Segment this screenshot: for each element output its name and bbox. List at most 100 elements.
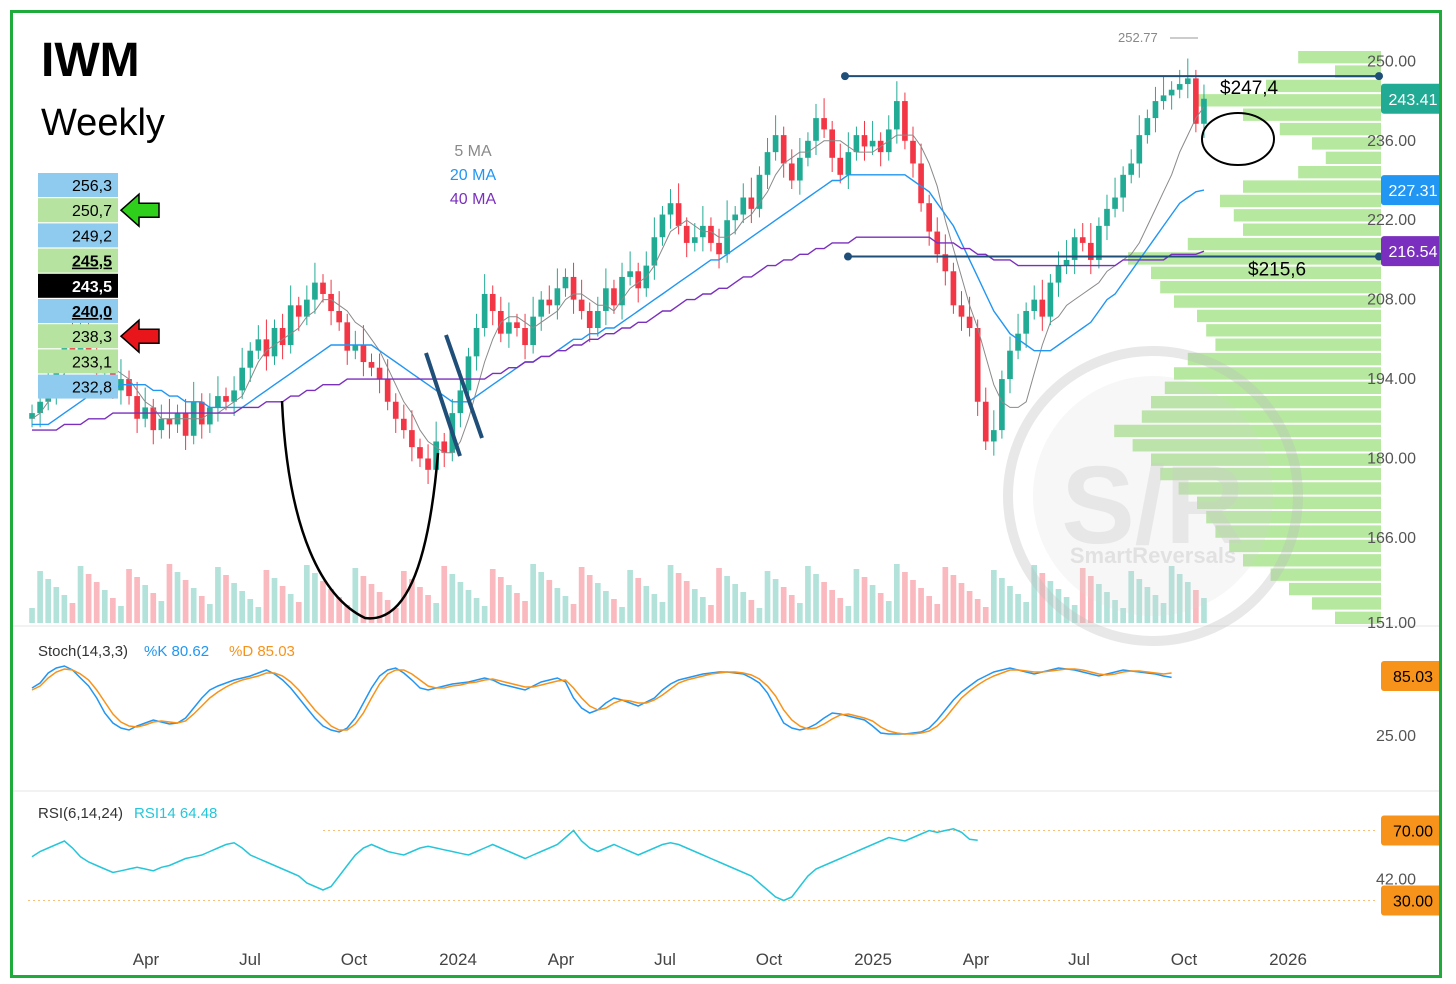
resistance-line-endpoint: [841, 72, 849, 81]
candle-body: [780, 135, 787, 164]
volume-bar: [724, 576, 730, 623]
volume-profile-bar: [1325, 151, 1381, 164]
candle-body: [950, 271, 957, 306]
volume-bar: [1087, 576, 1094, 623]
candle-body: [247, 350, 254, 368]
candle-body: [1176, 84, 1183, 90]
rsi-axis-tick: 42.00: [1376, 872, 1416, 889]
candle-body: [1079, 237, 1086, 243]
candle-body: [1096, 225, 1102, 260]
volume-profile-bar: [1174, 367, 1381, 380]
volume-bar: [1112, 600, 1118, 623]
time-axis-tick: Jul: [239, 950, 261, 969]
volume-profile-bar: [1206, 324, 1381, 337]
stoch-k-label: %K 80.62: [144, 643, 209, 660]
volume-bar: [578, 567, 585, 623]
volume-bar: [1160, 603, 1167, 623]
time-axis-tick: Apr: [548, 950, 575, 969]
candle-body: [586, 310, 593, 328]
candle-body: [1184, 78, 1191, 85]
volume-bar: [142, 585, 149, 623]
levels-table-row: [38, 273, 118, 298]
price-badge: [1381, 175, 1439, 206]
volume-bar: [239, 591, 246, 623]
volume-bar: [93, 582, 100, 623]
candle-body: [958, 305, 965, 317]
candle-body: [918, 163, 924, 204]
volume-bar: [821, 582, 827, 623]
volume-profile-bar: [1289, 582, 1381, 596]
volume-bar: [700, 597, 706, 623]
candle-body: [1023, 310, 1029, 334]
price-axis-tick: 194.00: [1367, 371, 1416, 388]
price-badge-text: 227.31: [1389, 183, 1438, 200]
volume-bar: [1079, 568, 1086, 623]
watermark-disc: [1033, 376, 1273, 616]
volume-bar: [902, 572, 908, 623]
ma-legend-item: 5 MA: [454, 143, 492, 160]
volume-bar: [279, 586, 286, 623]
ma40-line: [32, 236, 1205, 431]
volume-bar: [53, 587, 60, 623]
volume-bar: [1071, 605, 1078, 623]
time-axis-tick: Oct: [756, 950, 783, 969]
volume-profile-bar: [1114, 424, 1381, 438]
volume-bar: [110, 598, 116, 623]
volume-bar: [635, 578, 642, 623]
green-arrow-left: [119, 192, 160, 228]
candle-body: [570, 276, 577, 300]
rsi-badge-text: 70.00: [1393, 824, 1433, 841]
rsi-label: RSI(6,14,24): [38, 805, 123, 822]
candle-body: [215, 396, 221, 408]
volume-bar: [271, 578, 278, 623]
candle-body: [433, 441, 439, 470]
levels-table-value: 238,3: [72, 329, 112, 346]
volume-bar: [101, 590, 108, 623]
time-axis-tick: Apr: [133, 950, 160, 969]
volume-bar: [29, 608, 35, 623]
price-badge-text: 216.54: [1389, 244, 1438, 261]
candle-body: [829, 129, 836, 158]
volume-bar: [312, 573, 318, 623]
candle-body: [1120, 174, 1126, 198]
watermark-ring: [1003, 346, 1303, 646]
candle-body: [683, 225, 690, 243]
volume-bar: [489, 569, 496, 623]
candle-body: [263, 339, 270, 357]
volume-bar: [368, 584, 375, 623]
volume-bar: [958, 583, 965, 623]
candle-body: [966, 316, 973, 328]
volume-bar: [514, 593, 520, 623]
volume-bar: [594, 583, 601, 623]
volume-bar: [465, 590, 472, 623]
candle-body: [182, 413, 189, 436]
volume-bar: [546, 580, 553, 623]
trend-break-line: [424, 352, 462, 457]
candle-body: [853, 135, 860, 153]
volume-bar: [740, 592, 747, 623]
volume-bar: [304, 565, 310, 623]
volume-bar: [627, 570, 633, 623]
stoch-d-line: [31, 668, 1172, 735]
volume-profile-bar: [1187, 352, 1381, 366]
stoch-badge-text: 85.03: [1393, 669, 1433, 686]
volume-profile-bar: [1178, 482, 1381, 495]
volume-bar: [716, 568, 722, 623]
volume-profile-bar: [1312, 597, 1381, 610]
candle-body: [1047, 282, 1054, 317]
candle-body: [150, 407, 157, 431]
volume-bar: [651, 594, 658, 623]
time-axis-tick: 2026: [1269, 950, 1307, 969]
candle-body: [1071, 237, 1078, 260]
candle-body: [441, 441, 448, 453]
levels-table-value: 245,5: [72, 254, 112, 271]
volume-bar: [667, 565, 674, 623]
candle-body: [902, 101, 908, 141]
volume-bar: [449, 574, 456, 623]
chart-title: IWM: [41, 34, 140, 87]
volume-bar: [748, 600, 755, 623]
rsi-line: [31, 828, 978, 902]
chart-frame: $247,4 $215,6 252.77 S/R SmartReversals IWM We…: [10, 10, 1442, 978]
candle-body: [756, 174, 763, 209]
stoch-badge: [1381, 661, 1439, 691]
